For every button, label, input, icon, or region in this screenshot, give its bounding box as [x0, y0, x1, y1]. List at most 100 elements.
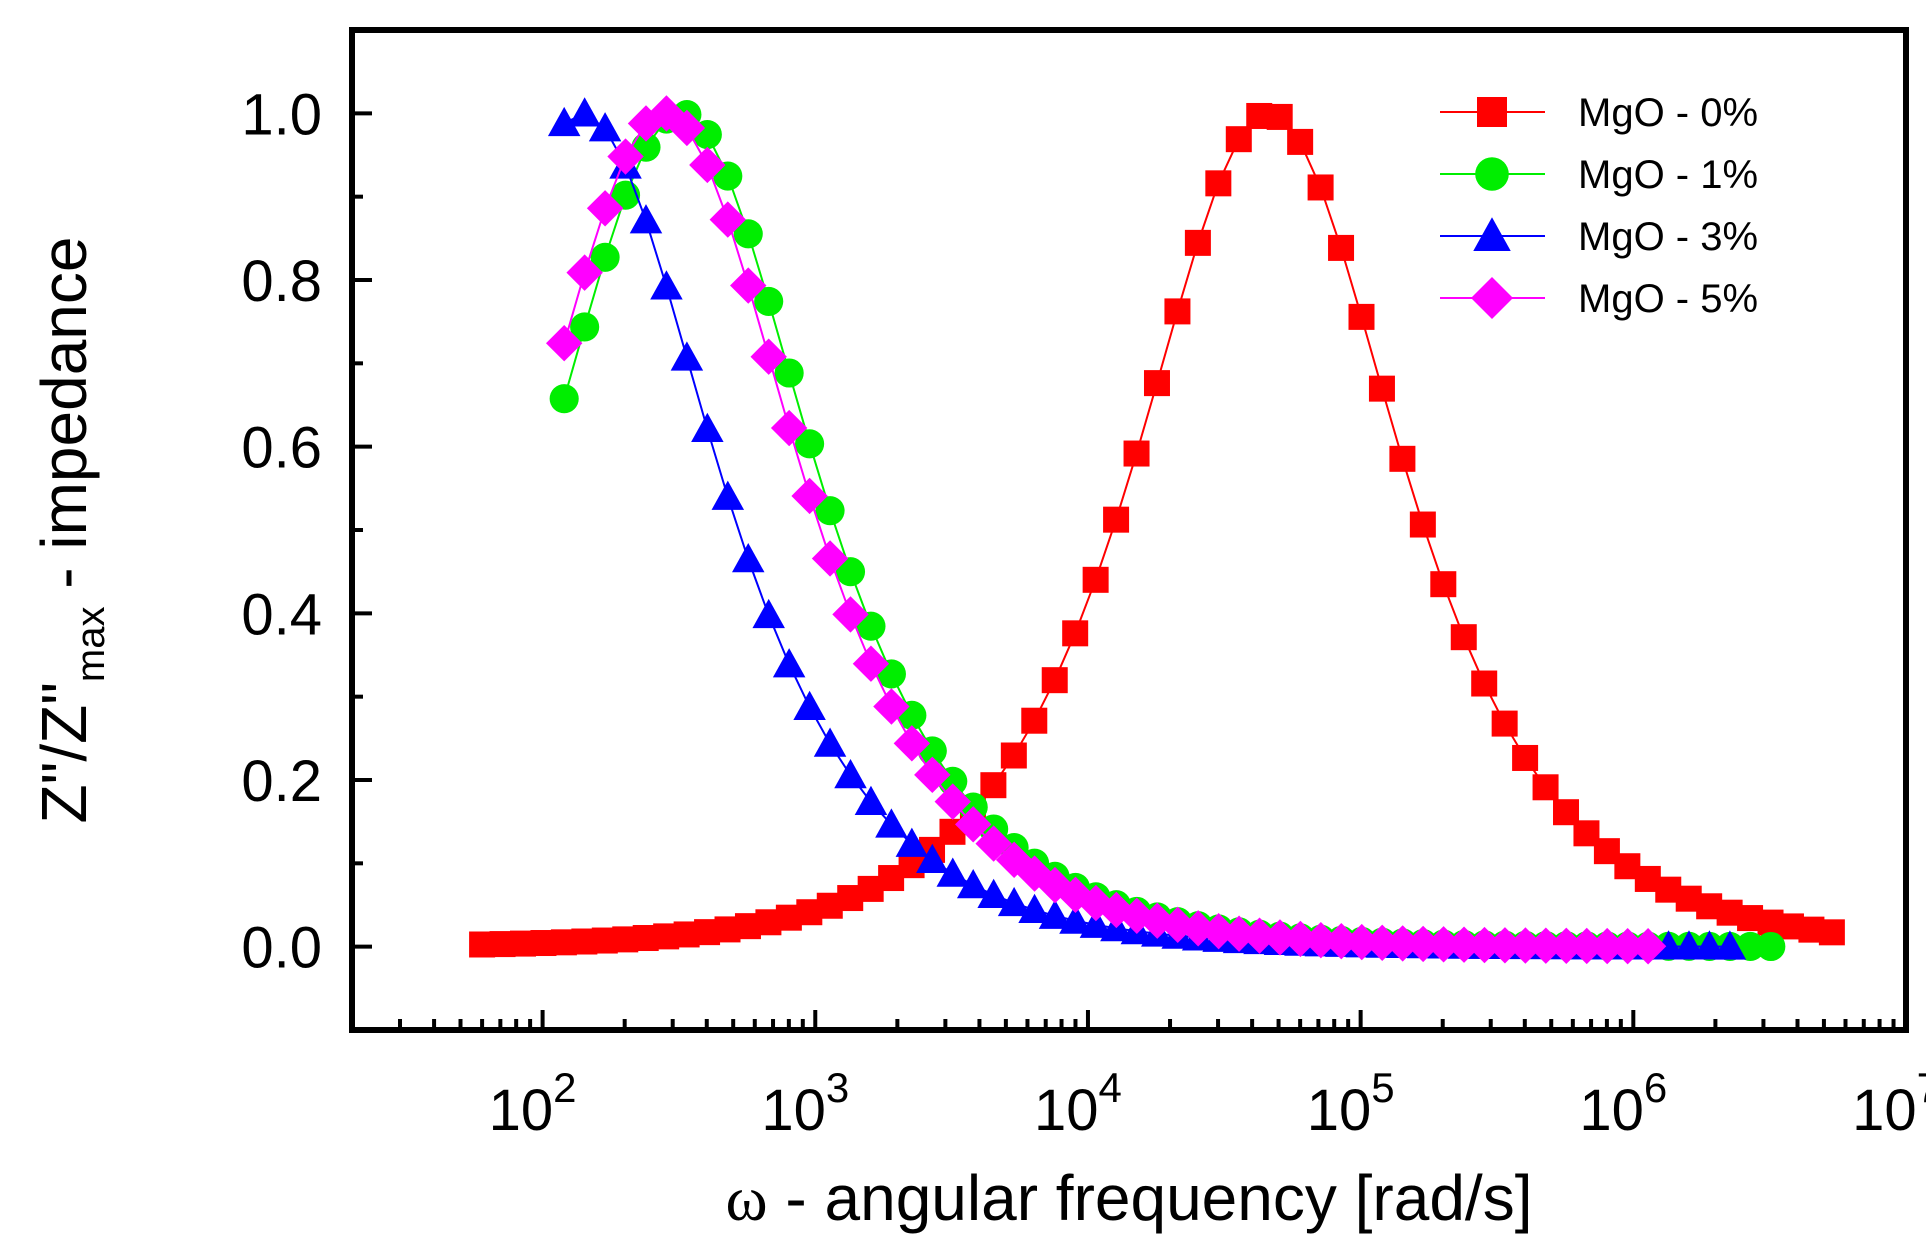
data-point: [1205, 170, 1232, 197]
data-point: [670, 341, 704, 371]
legend-label: MgO - 3%: [1578, 215, 1758, 259]
y-axis-title-subscript: max: [69, 606, 113, 682]
data-point: [1077, 884, 1115, 922]
y-tick-label: 0.0: [241, 916, 322, 981]
data-point: [975, 825, 1012, 862]
data-point: [1409, 511, 1436, 538]
data-point: [1082, 566, 1109, 593]
data-point: [545, 325, 583, 362]
data-point: [1652, 930, 1685, 960]
data-point: [1491, 710, 1518, 737]
data-point: [873, 688, 910, 725]
x-axis-title: ω - angular frequency [rad/s]: [726, 1162, 1533, 1234]
legend-item: MgO - 1%: [1440, 153, 1758, 197]
data-point: [1450, 624, 1477, 651]
data-point: [811, 540, 849, 577]
data-point: [1445, 926, 1483, 963]
data-point: [547, 106, 581, 137]
y-axis-title-main: Z"/Z": [28, 682, 100, 823]
data-point: [549, 384, 579, 414]
data-point: [1368, 375, 1395, 402]
data-point: [815, 496, 845, 526]
data-point: [1261, 919, 1299, 956]
data-point: [1036, 866, 1074, 904]
data-point: [1098, 891, 1135, 929]
data-point: [895, 827, 929, 857]
data-point: [754, 286, 784, 316]
data-point: [1818, 919, 1845, 946]
data-point: [1159, 906, 1196, 944]
data-point: [607, 138, 644, 175]
data-point: [1527, 927, 1565, 964]
data-point: [1307, 174, 1334, 201]
data-point: [1364, 924, 1401, 961]
x-tick-label: 104: [1034, 1064, 1122, 1143]
data-point: [691, 412, 724, 442]
data-point: [731, 543, 765, 573]
series-diamond: [545, 95, 1667, 965]
y-axis-title: Z"/Z"max - impedance: [28, 237, 113, 824]
x-tick-label: 103: [761, 1064, 849, 1143]
x-tick-exponent: 5: [1371, 1064, 1394, 1111]
data-point: [1143, 370, 1170, 397]
x-tick-exponent: 4: [1099, 1064, 1122, 1111]
y-tick-label: 0.2: [241, 749, 322, 814]
data-point: [1057, 876, 1094, 914]
data-point: [1328, 234, 1355, 261]
data-point: [893, 725, 931, 762]
y-axis-title-rest: - impedance: [28, 237, 100, 607]
data-point: [588, 112, 622, 142]
data-point: [1568, 927, 1605, 965]
data-point: [586, 190, 624, 227]
y-tick-label: 0.6: [241, 416, 322, 481]
data-point: [1241, 917, 1278, 954]
legend-item: MgO - 5%: [1440, 277, 1758, 321]
data-series: [469, 95, 1845, 965]
data-point: [1018, 893, 1051, 924]
x-tick-base: 10: [1034, 1078, 1099, 1143]
data-point: [1713, 930, 1747, 960]
data-point: [1038, 899, 1072, 929]
data-point: [1693, 930, 1726, 960]
y-tick-label: 0.8: [241, 249, 322, 314]
data-point: [1389, 445, 1416, 472]
data-point: [774, 358, 804, 388]
data-point: [791, 477, 828, 515]
x-tick-base: 10: [1579, 1078, 1644, 1143]
data-point: [1384, 925, 1421, 962]
data-point: [1103, 506, 1130, 533]
data-point: [793, 690, 826, 721]
x-tick-base: 10: [1852, 1078, 1917, 1143]
data-point: [1041, 667, 1068, 694]
data-point: [1466, 926, 1503, 964]
data-point: [934, 783, 971, 820]
data-point: [1287, 128, 1314, 155]
x-tick-exponent: 3: [826, 1064, 849, 1111]
data-point: [795, 429, 825, 459]
data-point: [832, 596, 869, 633]
x-tick-base: 10: [1307, 1078, 1372, 1143]
x-tick-exponent: 7: [1917, 1064, 1926, 1111]
data-point: [730, 267, 767, 304]
data-point: [1471, 670, 1498, 697]
data-point: [1348, 303, 1375, 330]
data-point: [752, 598, 785, 629]
x-tick-label: 102: [489, 1064, 577, 1143]
data-point: [1609, 927, 1646, 965]
x-tick-exponent: 6: [1644, 1064, 1667, 1111]
data-point: [1486, 927, 1524, 964]
data-point: [711, 480, 745, 510]
data-point: [1079, 908, 1113, 938]
data-point: [1164, 298, 1191, 325]
legend-item: MgO - 3%: [1440, 215, 1758, 259]
data-point: [1225, 126, 1252, 153]
legend-marker: [1471, 277, 1513, 319]
x-tick-label: 105: [1307, 1064, 1395, 1143]
y-tick-label: 1.0: [241, 82, 322, 147]
data-point: [1266, 103, 1293, 130]
x-tick-exponent: 2: [553, 1064, 576, 1111]
data-point: [750, 338, 787, 375]
data-point: [772, 648, 806, 678]
data-point: [1672, 930, 1706, 960]
data-point: [977, 878, 1010, 908]
